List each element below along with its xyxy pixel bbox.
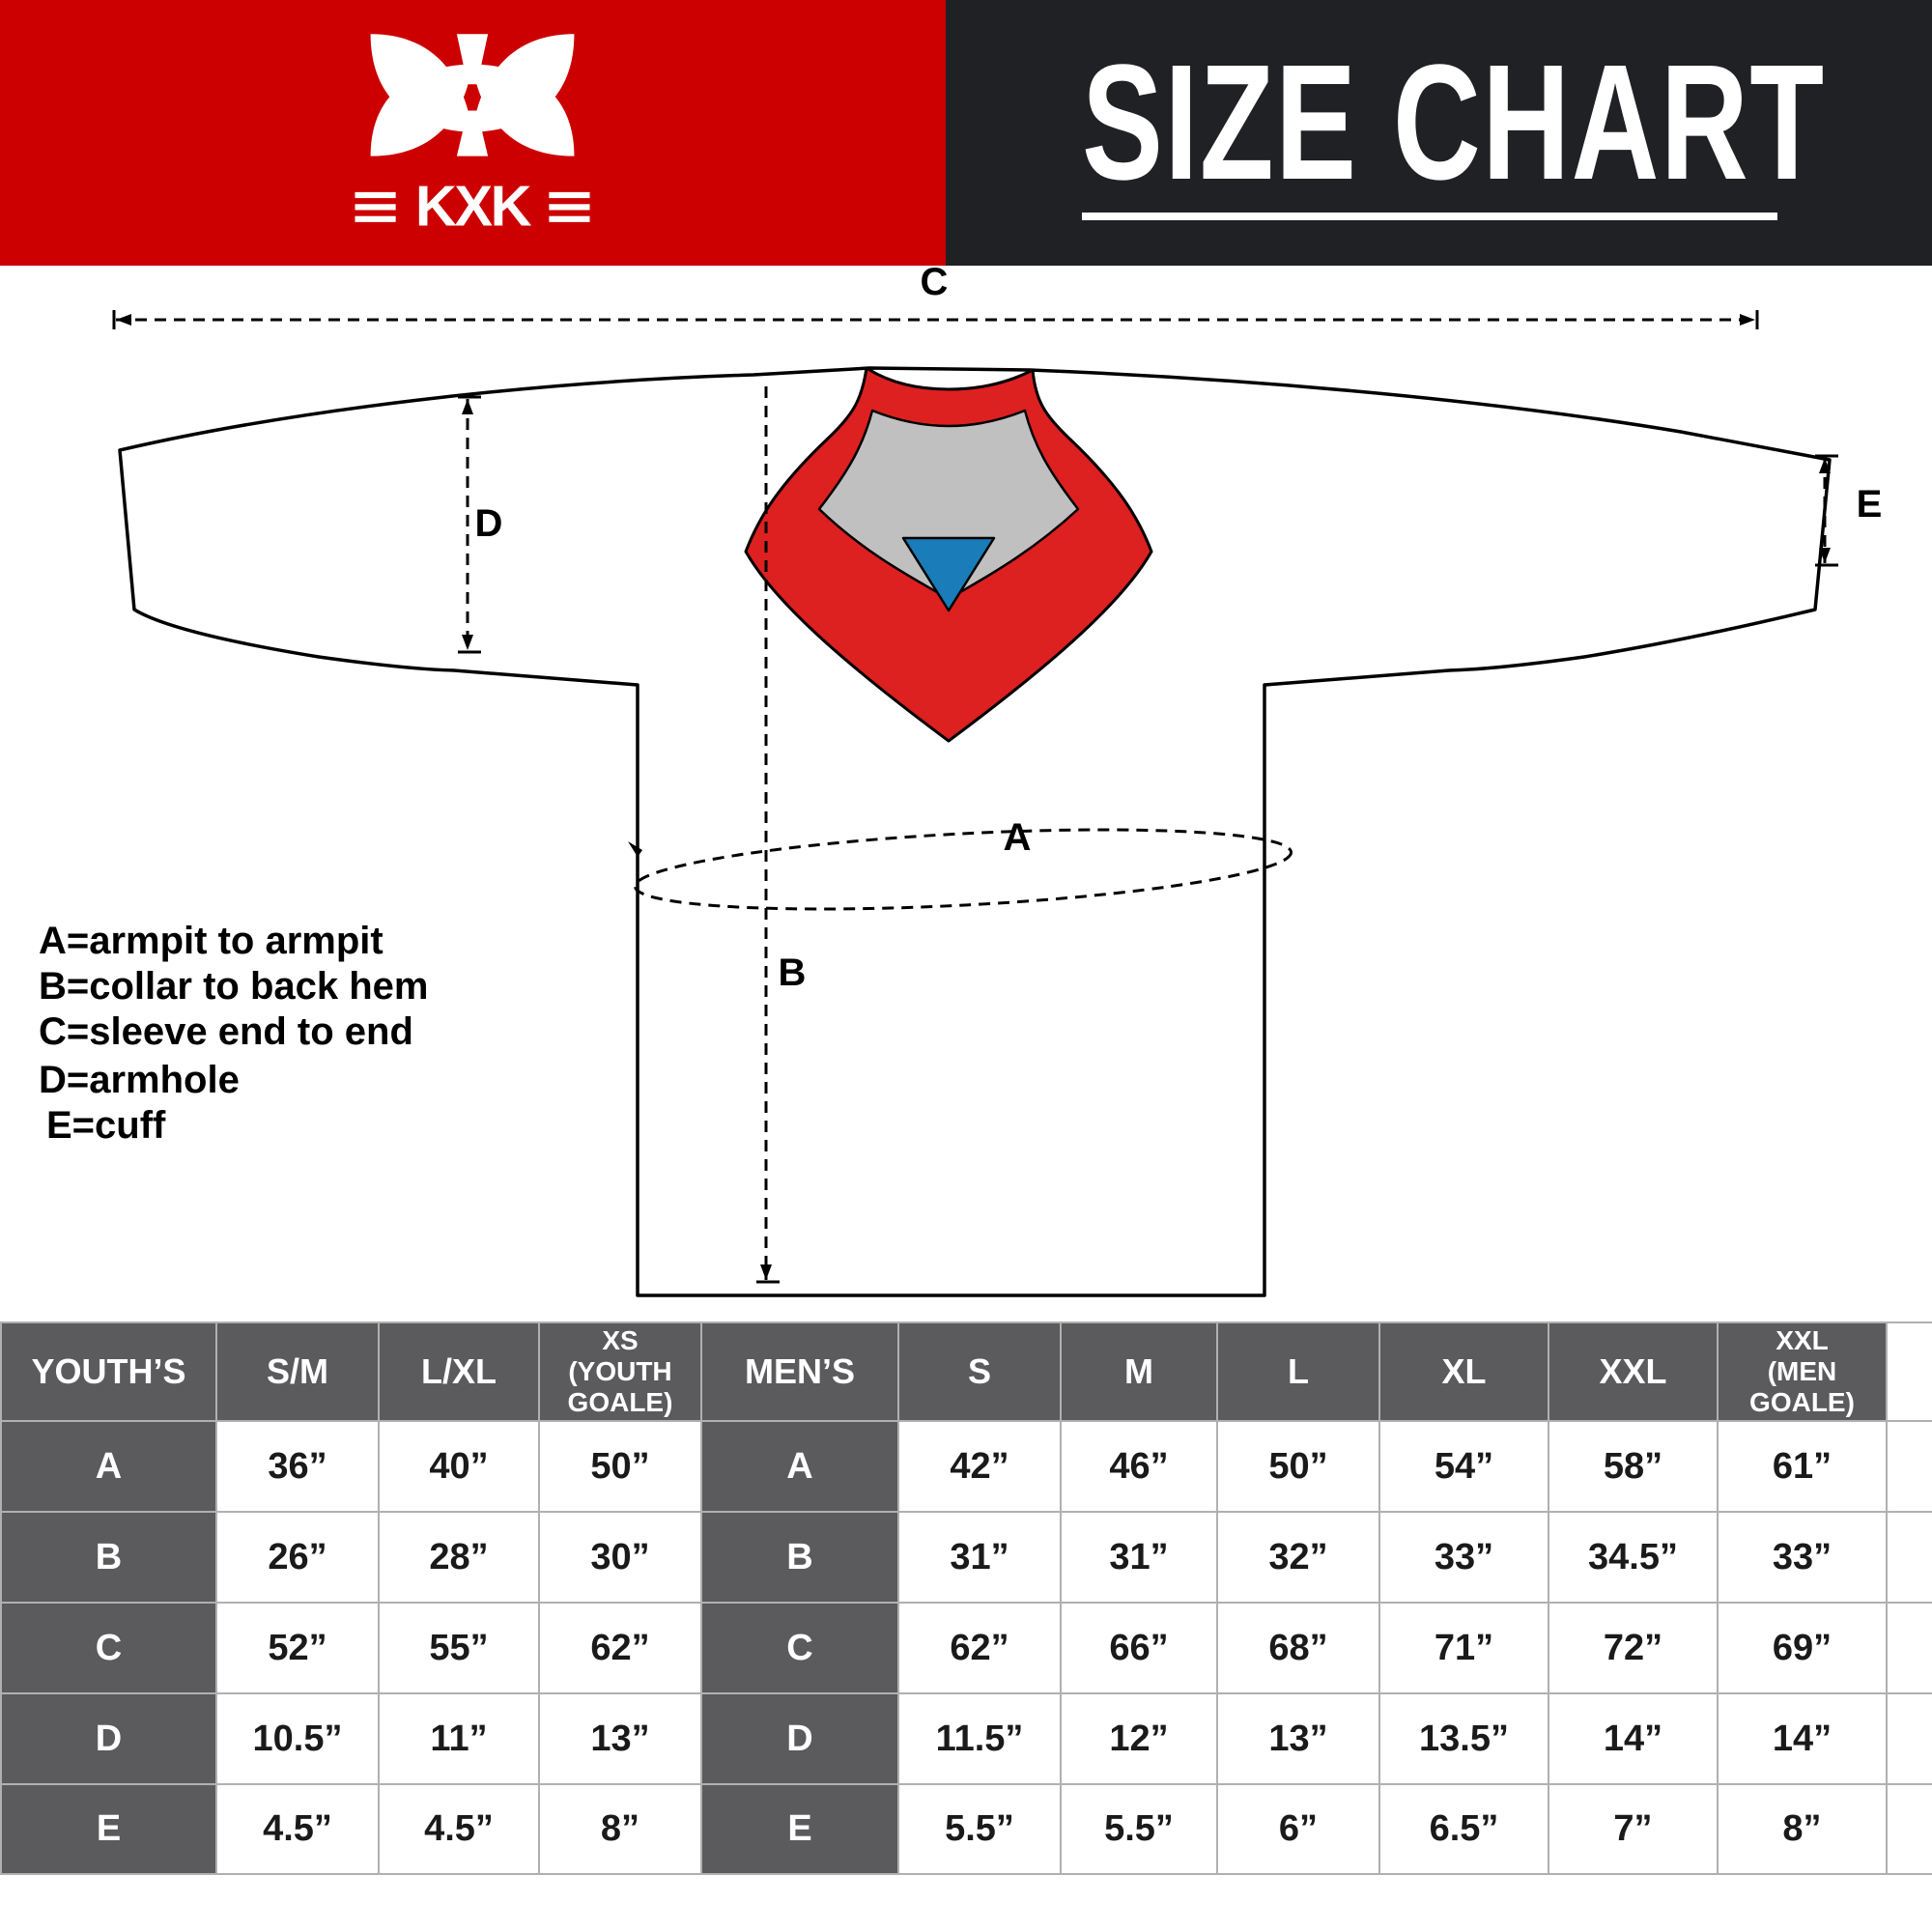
- svg-text:KXK: KXK: [415, 174, 532, 239]
- svg-text:B=collar to back hem: B=collar to back hem: [39, 965, 428, 1008]
- svg-text:B: B: [779, 952, 807, 994]
- svg-text:C=sleeve end to end: C=sleeve end to end: [39, 1010, 413, 1053]
- svg-text:E: E: [1857, 483, 1883, 526]
- svg-text:C: C: [921, 266, 949, 303]
- svg-text:D=armhole: D=armhole: [39, 1059, 240, 1101]
- svg-text:D: D: [475, 502, 503, 545]
- svg-text:E=cuff: E=cuff: [46, 1104, 166, 1147]
- svg-text:A=armpit to armpit: A=armpit to armpit: [39, 920, 384, 962]
- svg-text:A: A: [1004, 816, 1032, 859]
